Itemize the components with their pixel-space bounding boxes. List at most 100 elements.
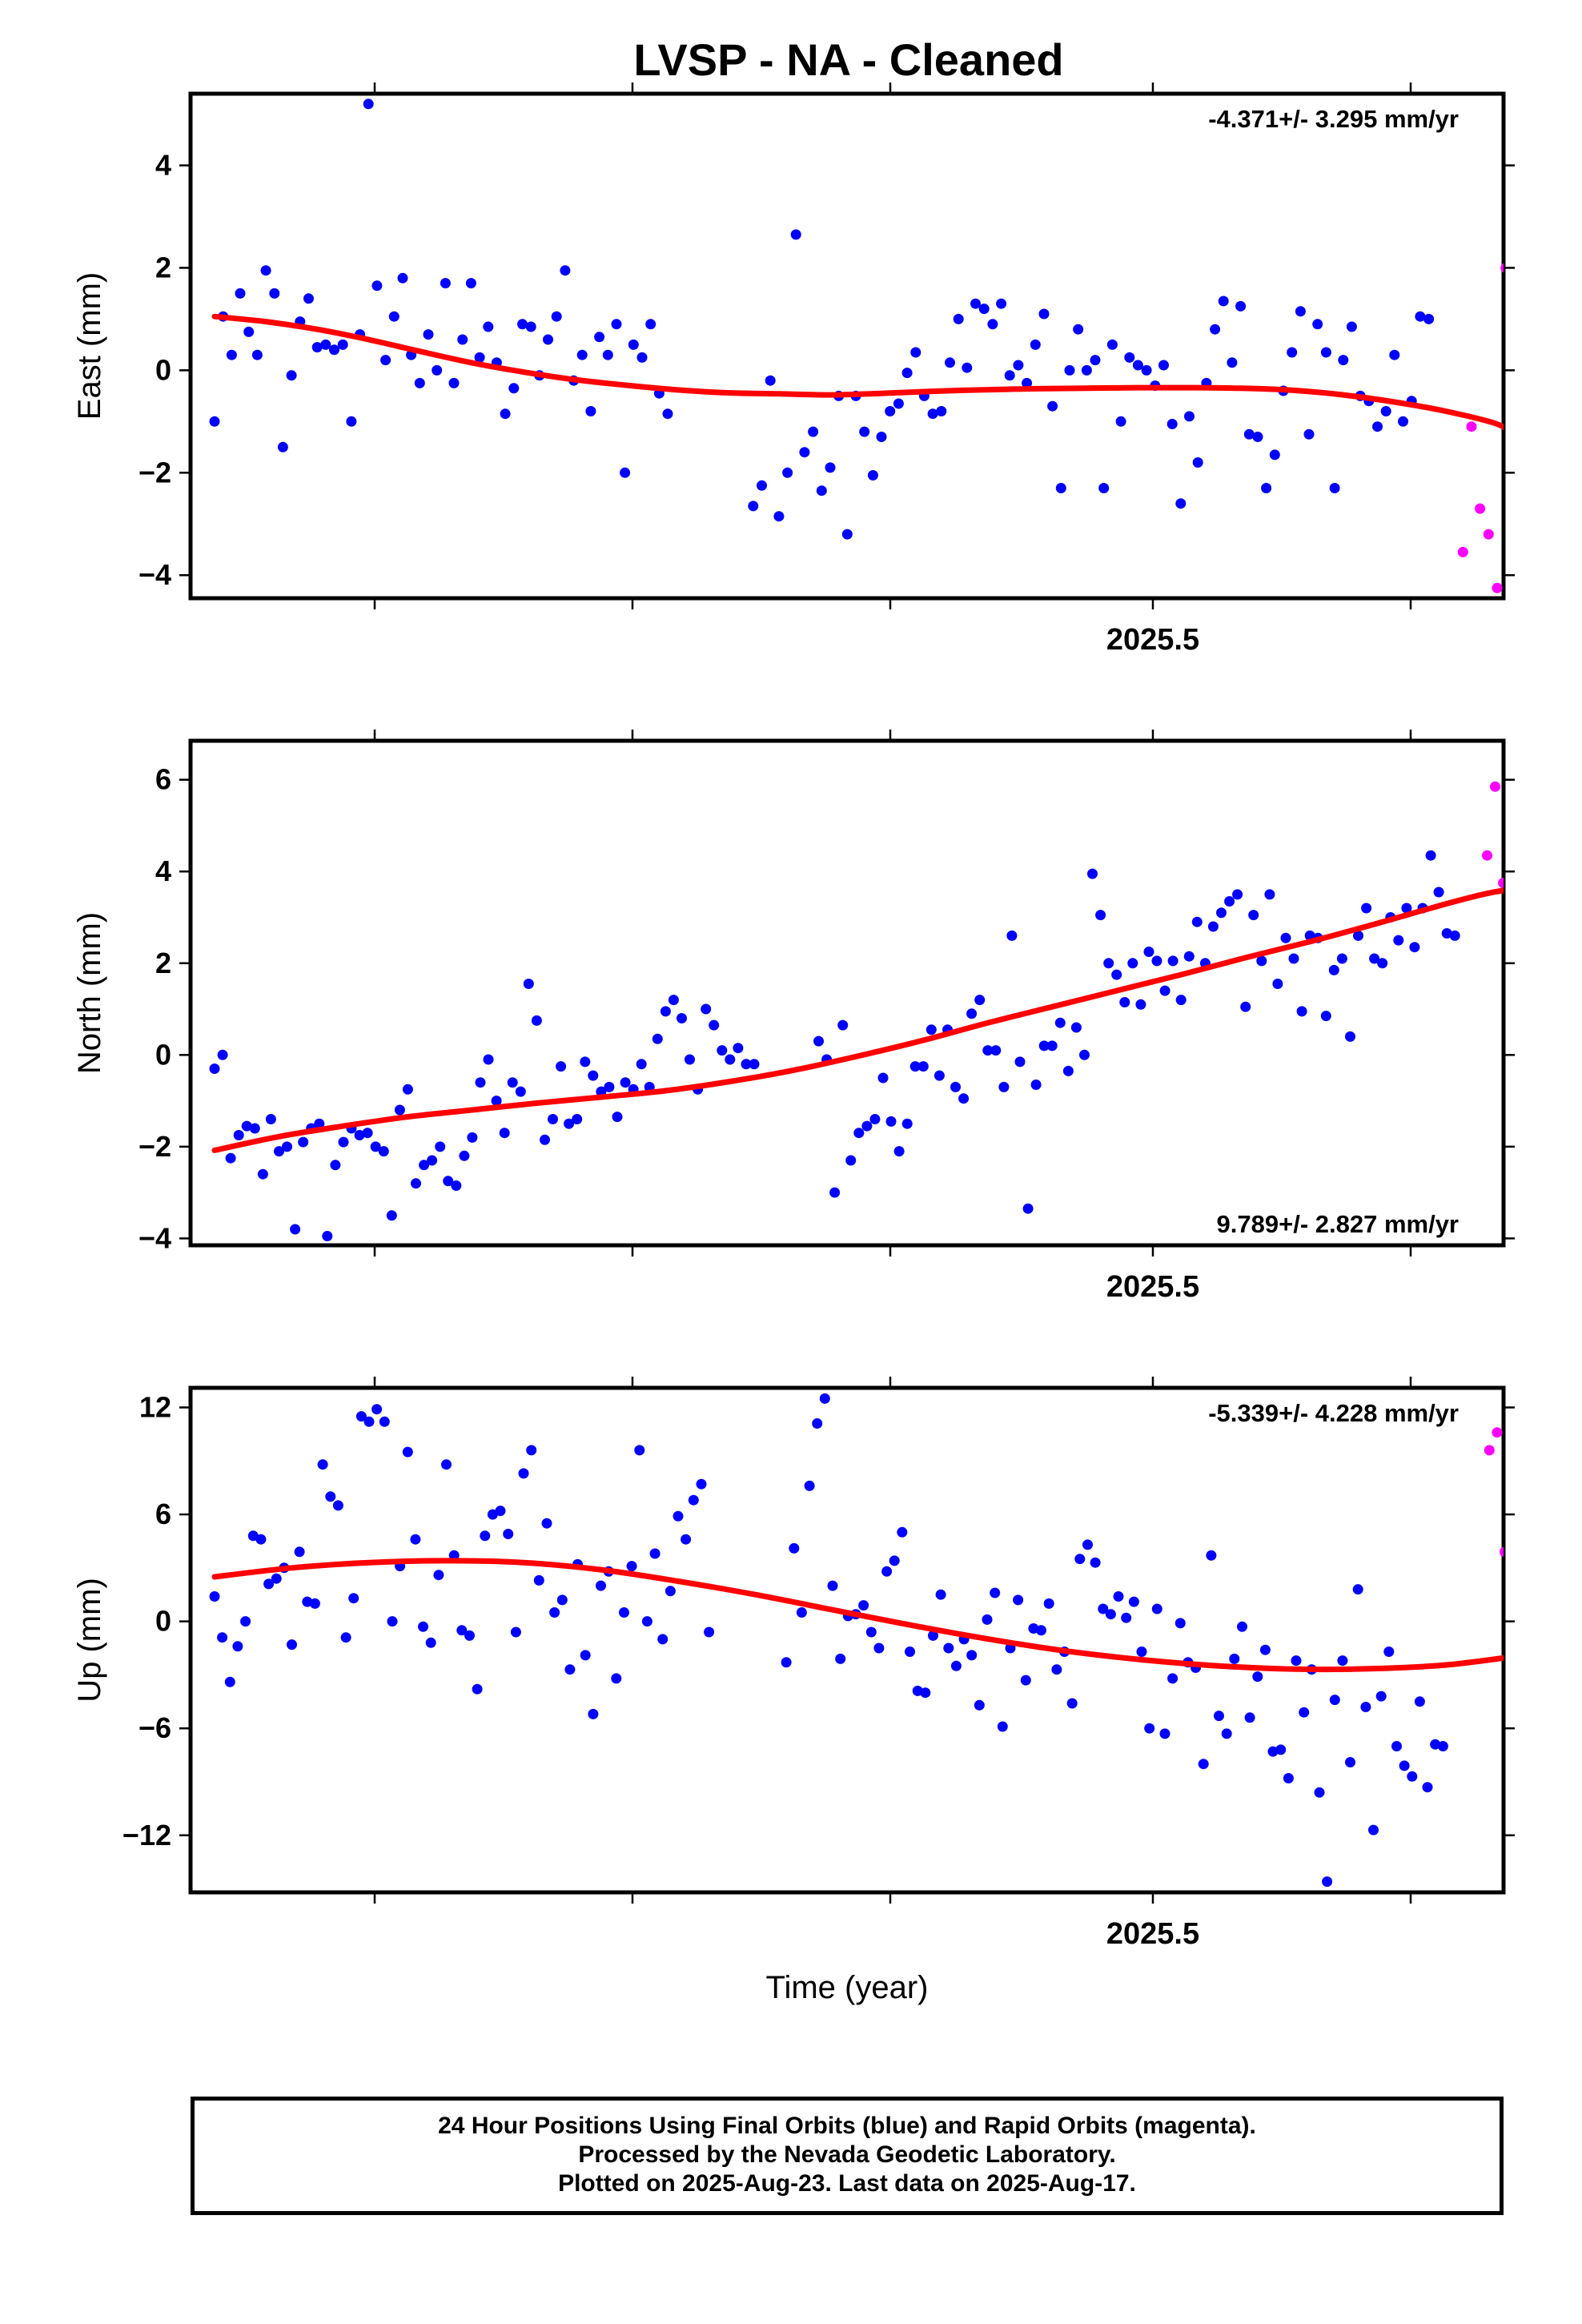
rapid-orbit-point (1498, 878, 1504, 888)
final-orbit-point (636, 1059, 647, 1070)
final-orbit-point (1184, 411, 1195, 422)
final-orbit-point (251, 349, 263, 360)
final-orbit-point (427, 1155, 438, 1166)
final-orbit-point (867, 470, 878, 480)
final-orbit-point (459, 1150, 470, 1161)
final-orbit-point (232, 1641, 243, 1652)
final-orbit-point (1237, 1621, 1247, 1632)
final-orbit-point (1399, 1760, 1410, 1771)
final-orbit-point (1132, 360, 1143, 371)
final-orbit-point (515, 1086, 526, 1097)
final-orbit-point (1087, 868, 1098, 879)
final-orbit-point (936, 406, 947, 416)
final-orbit-point (1232, 889, 1243, 900)
final-orbit-point (1369, 953, 1380, 964)
rate-annotation: 9.789+/- 2.827 mm/yr (1217, 1210, 1459, 1238)
final-orbit-point (1174, 1618, 1186, 1629)
final-orbit-point (645, 319, 656, 330)
final-orbit-point (387, 1616, 398, 1627)
final-orbit-point (217, 1049, 228, 1060)
final-orbit-point (379, 1416, 390, 1427)
final-orbit-point (209, 1063, 220, 1074)
final-orbit-point (1291, 1655, 1302, 1667)
final-orbit-point (858, 1600, 869, 1611)
final-orbit-point (829, 1187, 841, 1198)
final-orbit-point (526, 1445, 537, 1456)
final-orbit-point (859, 426, 870, 437)
final-orbit-point (243, 326, 255, 337)
final-orbit-point (1360, 1702, 1371, 1712)
final-orbit-point (1377, 958, 1388, 969)
final-orbit-point (827, 1580, 838, 1591)
final-orbit-point (457, 334, 468, 345)
final-orbit-point (926, 1024, 937, 1035)
footer-line-2: Processed by the Nevada Geodetic Laborat… (578, 2141, 1116, 2168)
final-orbit-point (432, 364, 443, 376)
final-orbit-point (649, 1548, 661, 1559)
final-orbit-point (1267, 1746, 1279, 1757)
fit-curve (211, 1558, 1504, 1673)
final-orbit-point (580, 1056, 591, 1068)
final-orbit-point (812, 1418, 823, 1429)
final-orbit-point (1320, 1011, 1331, 1022)
y-tick-label: −2 (139, 456, 171, 489)
final-orbit-point (1216, 907, 1227, 919)
final-orbit-point (1183, 951, 1195, 962)
final-orbit-point (636, 352, 648, 363)
final-orbit-point (804, 1480, 815, 1491)
rapid-orbit-point (1514, 1015, 1524, 1026)
final-orbit-point (1081, 364, 1092, 376)
final-orbit-point (1329, 1695, 1340, 1706)
final-orbit-point (974, 1699, 985, 1711)
rapid-orbit-point (1522, 1018, 1532, 1028)
final-orbit-point (388, 311, 400, 322)
final-orbit-point (1064, 364, 1075, 376)
final-orbit-point (1272, 979, 1283, 989)
final-orbit-point (1398, 416, 1408, 427)
final-orbit-point (500, 408, 511, 420)
final-orbit-point (885, 406, 896, 416)
final-orbit-point (1167, 955, 1178, 967)
final-orbit-point (861, 1120, 873, 1132)
final-orbit-point (410, 1534, 421, 1545)
y-tick-label: −4 (139, 1221, 171, 1254)
final-orbit-point (233, 1130, 244, 1140)
final-orbit-point (733, 1043, 744, 1054)
final-orbit-point (226, 349, 237, 360)
final-orbit-point (749, 1059, 760, 1070)
final-orbit-point (1320, 347, 1331, 358)
final-orbit-point (517, 319, 528, 330)
final-orbit-point (346, 416, 357, 427)
final-orbit-point (1256, 955, 1267, 967)
final-orbit-point (402, 1446, 413, 1458)
final-orbit-point (483, 1054, 494, 1065)
final-orbit-point (274, 1146, 284, 1157)
final-orbit-point (1261, 483, 1272, 493)
final-orbit-point (1218, 296, 1229, 307)
final-orbit-point (1380, 406, 1391, 416)
final-orbit-point (1070, 1022, 1082, 1033)
final-orbit-point (1235, 300, 1247, 312)
final-orbit-point (1135, 999, 1146, 1010)
final-orbit-point (322, 1231, 333, 1241)
final-orbit-point (1159, 1728, 1170, 1739)
final-orbit-point (865, 1626, 877, 1638)
final-orbit-point (556, 1061, 567, 1072)
final-orbit-point (602, 349, 613, 360)
final-orbit-point (1361, 903, 1372, 914)
final-orbit-point (1030, 1080, 1042, 1090)
final-orbit-point (604, 1081, 615, 1092)
final-orbit-point (660, 1006, 671, 1017)
final-orbit-point (901, 368, 913, 379)
final-orbit-point (1144, 1723, 1155, 1734)
final-orbit-point (765, 375, 776, 386)
final-orbit-point (978, 304, 990, 315)
final-orbit-point (673, 1510, 684, 1522)
final-orbit-point (572, 1114, 583, 1124)
final-orbit-point (314, 1118, 325, 1129)
final-orbit-point (1287, 347, 1298, 358)
final-orbit-point (696, 1478, 707, 1490)
final-orbit-point (945, 357, 955, 368)
final-orbit-point (533, 1574, 544, 1586)
final-orbit-point (877, 1072, 889, 1084)
